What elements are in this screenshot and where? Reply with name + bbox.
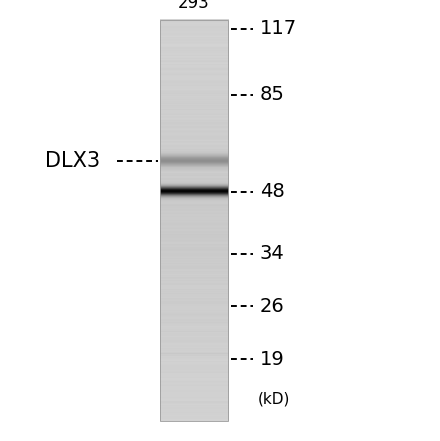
Text: 117: 117	[260, 19, 297, 38]
Text: DLX3: DLX3	[45, 151, 100, 171]
Text: 19: 19	[260, 350, 284, 369]
Text: 48: 48	[260, 182, 284, 202]
Bar	[160, 20, 228, 421]
Text: (kD): (kD)	[257, 392, 290, 407]
Text: 293: 293	[178, 0, 209, 12]
Text: 34: 34	[260, 244, 284, 263]
Text: 85: 85	[260, 85, 285, 105]
Text: 26: 26	[260, 297, 284, 316]
